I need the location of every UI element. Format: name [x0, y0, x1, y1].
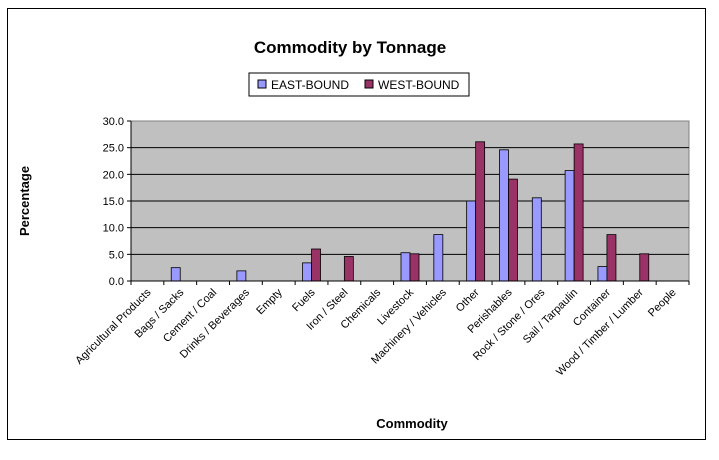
bar-west-bound-10 [475, 141, 486, 282]
bar-east-bound-12 [531, 197, 542, 282]
x-tick-label: Fuels [290, 286, 318, 314]
y-tick-label: 30.0 [103, 116, 124, 128]
y-tick-label: 15.0 [103, 196, 124, 208]
bar-east-bound-8 [400, 252, 411, 282]
legend: EAST-BOUND WEST-BOUND [248, 72, 470, 97]
bar-east-bound-1 [170, 267, 181, 282]
bar-west-bound-15 [639, 253, 650, 282]
bar-east-bound-11 [499, 149, 509, 282]
x-tick-label: People [646, 287, 679, 320]
gridlines [131, 147, 689, 255]
bar-west-bound-13 [573, 143, 584, 282]
bar-west-bound-6 [343, 256, 354, 282]
bar-west-bound-11 [508, 178, 518, 282]
y-tick-label: 25.0 [103, 143, 124, 155]
x-axis-label: Commodity [376, 416, 448, 431]
bar-west-bound-5 [311, 248, 321, 282]
chart-frame: Commodity by Tonnage EAST-BOUND WEST-BOU… [7, 8, 706, 440]
bar-east-bound-5 [302, 262, 312, 282]
y-axis-label: Percentage [17, 166, 32, 236]
bar-east-bound-3 [236, 270, 247, 282]
legend-box [248, 72, 470, 97]
y-ticks: 0.0 5.0 10.0 15.0 20.0 25.0 30.0 [103, 116, 131, 288]
bar-east-bound-10 [466, 200, 477, 282]
legend-label-east-bound: EAST-BOUND [271, 78, 349, 92]
x-tick-label: Empty [254, 286, 285, 317]
bar-west-bound-14 [606, 234, 617, 282]
x-tick-label: Other [454, 286, 482, 314]
bar-east-bound-9 [433, 234, 444, 282]
legend-swatch-east-bound [257, 79, 267, 89]
chart-canvas: Commodity by Tonnage EAST-BOUND WEST-BOU… [17, 38, 690, 431]
y-tick-label: 10.0 [103, 223, 124, 235]
y-tick-label: 20.0 [103, 169, 124, 181]
bar-west-bound-8 [409, 253, 420, 282]
y-tick-label: 0.0 [109, 276, 124, 288]
legend-swatch-west-bound [364, 79, 374, 89]
y-tick-label: 5.0 [109, 249, 124, 261]
chart-title: Commodity by Tonnage [254, 38, 446, 57]
legend-label-west-bound: WEST-BOUND [378, 78, 460, 92]
bar-east-bound-14 [597, 266, 608, 282]
bar-east-bound-13 [564, 170, 575, 282]
